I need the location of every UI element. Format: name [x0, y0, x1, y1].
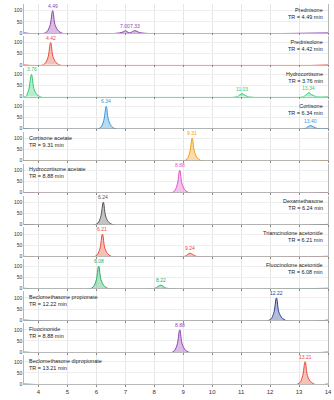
- svg-text:13.40: 13.40: [304, 118, 317, 124]
- svg-text:4.42: 4.42: [46, 35, 56, 41]
- svg-text:3.76: 3.76: [27, 66, 37, 72]
- svg-text:100: 100: [14, 263, 23, 269]
- svg-text:8.22: 8.22: [156, 277, 166, 283]
- svg-text:Fluocinolone acetonideTR = 6.0: Fluocinolone acetonideTR = 6.08 min: [266, 262, 323, 275]
- svg-text:100: 100: [14, 167, 23, 173]
- svg-text:100: 100: [14, 7, 23, 13]
- svg-text:FluocinonideTR = 8.88 min: FluocinonideTR = 8.88 min: [29, 326, 64, 339]
- svg-text:8: 8: [153, 389, 157, 395]
- svg-text:0: 0: [20, 253, 23, 259]
- svg-text:4.49: 4.49: [48, 3, 58, 9]
- svg-text:100: 100: [14, 199, 23, 205]
- svg-text:0: 0: [20, 285, 23, 291]
- svg-text:0: 0: [20, 157, 23, 163]
- svg-text:50: 50: [17, 370, 23, 376]
- svg-text:13.21: 13.21: [299, 354, 312, 360]
- svg-text:0: 0: [20, 349, 23, 355]
- svg-text:PrednisoneTR = 4.49 min: PrednisoneTR = 4.49 min: [288, 7, 323, 20]
- svg-text:100: 100: [14, 39, 23, 45]
- svg-text:9.24: 9.24: [185, 245, 195, 251]
- svg-text:8.88: 8.88: [175, 322, 185, 328]
- svg-text:5: 5: [66, 389, 70, 395]
- svg-text:6.34: 6.34: [101, 98, 111, 104]
- svg-text:100: 100: [14, 103, 23, 109]
- svg-text:Hydrocortisone acetateTR = 8.8: Hydrocortisone acetateTR = 8.88 min: [29, 166, 86, 179]
- svg-text:DexamethasoneTR = 6.24 min: DexamethasoneTR = 6.24 min: [283, 198, 323, 211]
- svg-text:50: 50: [17, 82, 23, 88]
- svg-text:50: 50: [17, 50, 23, 56]
- svg-text:0: 0: [20, 62, 23, 68]
- svg-text:7.33: 7.33: [130, 23, 140, 29]
- svg-text:Beclomethasone dipropionateTR: Beclomethasone dipropionateTR = 13.21 mi…: [29, 358, 102, 371]
- svg-text:50: 50: [17, 210, 23, 216]
- svg-text:0: 0: [20, 189, 23, 195]
- svg-text:100: 100: [14, 71, 23, 77]
- svg-text:9: 9: [182, 389, 186, 395]
- svg-text:7: 7: [124, 389, 128, 395]
- svg-text:50: 50: [17, 306, 23, 312]
- svg-text:100: 100: [14, 327, 23, 333]
- svg-text:0: 0: [20, 221, 23, 227]
- svg-text:Cortisone acetateTR = 9.31 min: Cortisone acetateTR = 9.31 min: [29, 135, 72, 148]
- svg-text:50: 50: [17, 19, 23, 25]
- svg-text:9.31: 9.31: [187, 130, 197, 136]
- svg-text:50: 50: [17, 114, 23, 120]
- svg-text:14: 14: [325, 389, 332, 395]
- svg-text:13: 13: [296, 389, 303, 395]
- svg-text:100: 100: [14, 135, 23, 141]
- svg-text:12.22: 12.22: [270, 290, 283, 296]
- svg-text:13.34: 13.34: [302, 85, 315, 91]
- svg-text:PrednisoloneTR = 4.42 min: PrednisoloneTR = 4.42 min: [288, 39, 323, 52]
- svg-text:50: 50: [17, 146, 23, 152]
- svg-text:12: 12: [267, 389, 274, 395]
- svg-text:0: 0: [20, 381, 23, 387]
- svg-text:10: 10: [209, 389, 216, 395]
- svg-text:0: 0: [20, 93, 23, 99]
- svg-text:6: 6: [95, 389, 99, 395]
- svg-text:11: 11: [238, 389, 245, 395]
- svg-text:Beclomethasone propionateTR =: Beclomethasone propionateTR = 12.22 min: [29, 294, 98, 307]
- svg-text:0: 0: [20, 125, 23, 131]
- svg-text:50: 50: [17, 242, 23, 248]
- svg-text:100: 100: [14, 231, 23, 237]
- svg-text:6.08: 6.08: [94, 258, 104, 264]
- svg-text:CortisoneTR = 6.34 min: CortisoneTR = 6.34 min: [288, 103, 323, 116]
- svg-text:Triamcinolone acetonideTR = 6.: Triamcinolone acetonideTR = 6.21 min: [263, 230, 323, 243]
- svg-text:8.88: 8.88: [175, 162, 185, 168]
- svg-text:6.24: 6.24: [98, 194, 108, 200]
- svg-text:50: 50: [17, 178, 23, 184]
- svg-text:4: 4: [37, 389, 41, 395]
- svg-text:100: 100: [14, 295, 23, 301]
- svg-text:0: 0: [20, 30, 23, 36]
- svg-text:7.00: 7.00: [120, 23, 130, 29]
- svg-text:100: 100: [14, 359, 23, 365]
- svg-text:6.21: 6.21: [97, 226, 107, 232]
- svg-text:11.03: 11.03: [236, 86, 248, 92]
- svg-text:HydrocortisoneTR = 3.76 min: HydrocortisoneTR = 3.76 min: [286, 71, 323, 84]
- svg-text:50: 50: [17, 274, 23, 280]
- svg-text:0: 0: [20, 317, 23, 323]
- svg-text:50: 50: [17, 338, 23, 344]
